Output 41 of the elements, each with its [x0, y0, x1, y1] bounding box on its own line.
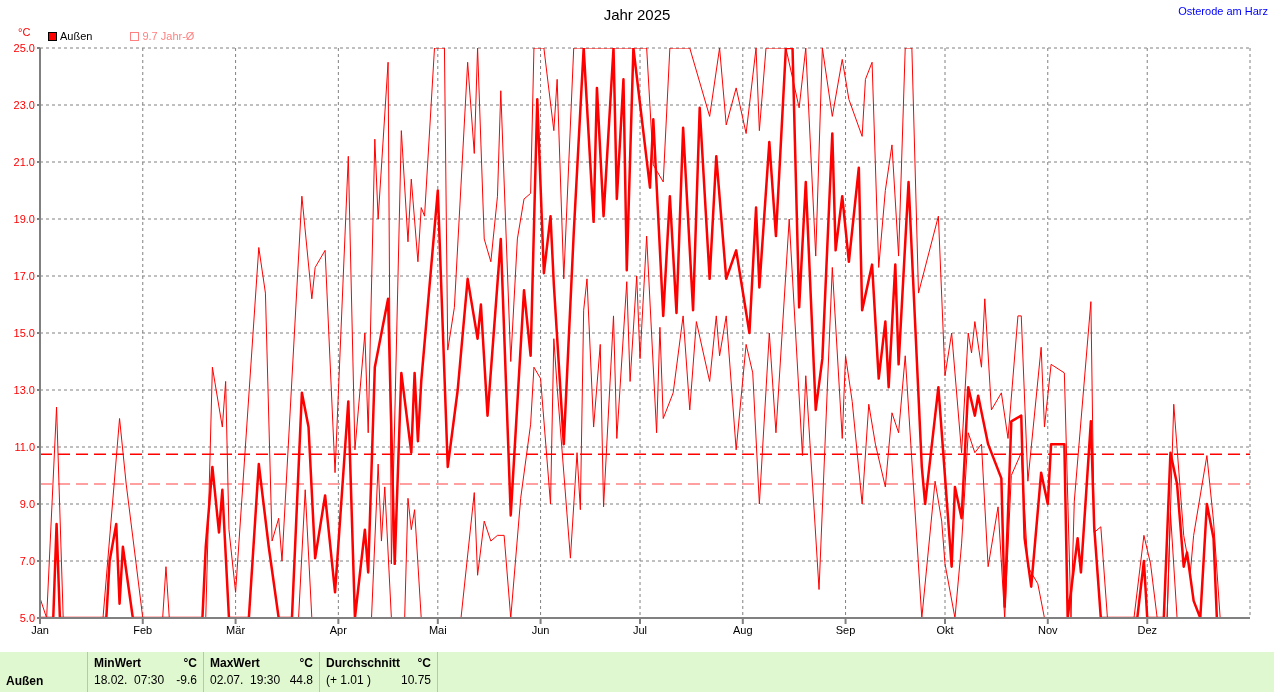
x-tick-label: Aug — [733, 623, 753, 636]
x-tick-label: Mär — [226, 623, 246, 636]
x-tick-label: Jul — [633, 623, 648, 636]
y-tick-label: 19.0 — [13, 212, 35, 225]
y-tick-label: 11.0 — [14, 440, 35, 453]
y-tick-label: 21.0 — [13, 155, 35, 168]
text: °C — [299, 656, 313, 670]
chart-title: Jahr 2025 — [603, 6, 671, 23]
y-tick-label: 23.0 — [13, 98, 35, 111]
legend-label: 9.7 Jahr-Ø — [142, 30, 195, 42]
y-tick-label: 17.0 — [13, 269, 35, 282]
x-tick-label: Okt — [936, 623, 954, 636]
text: °C — [417, 656, 431, 670]
x-tick-label: Sep — [835, 623, 856, 636]
text: Außen — [0, 652, 88, 692]
x-tick-label: Jan — [31, 623, 49, 636]
text: -9.6 — [176, 673, 197, 687]
x-tick-label: Jun — [531, 623, 550, 636]
x-tick-label: Nov — [1038, 623, 1059, 636]
y-tick-label: 9.0 — [19, 497, 35, 510]
text: MinWert — [94, 656, 142, 670]
x-tick-label: Dez — [1137, 623, 1158, 636]
y-tick-label: 5.0 — [19, 611, 35, 624]
text: 10.75 — [400, 673, 431, 687]
text: (+ 1.01 ) — [326, 673, 372, 687]
y-tick-label: 15.0 — [13, 326, 35, 339]
x-tick-label: Mai — [428, 623, 447, 636]
text: 02.07. 19:30 — [210, 673, 281, 687]
text: °C — [183, 656, 197, 670]
text: Osterode am Harz — [1178, 5, 1268, 17]
y-tick-label: 13.0 — [13, 383, 35, 396]
text: Durchschnitt — [326, 656, 401, 670]
text: 18.02. 07:30 — [94, 673, 165, 687]
x-tick-label: Apr — [329, 623, 348, 636]
text: MaxWert — [210, 656, 260, 670]
text: 44.8 — [289, 673, 313, 687]
y-tick-label: 25.0 — [13, 41, 35, 54]
y-axis-title: °C — [18, 26, 31, 38]
x-tick-label: Feb — [133, 623, 153, 636]
legend-label: Außen — [60, 30, 93, 42]
y-tick-label: 7.0 — [19, 554, 35, 567]
